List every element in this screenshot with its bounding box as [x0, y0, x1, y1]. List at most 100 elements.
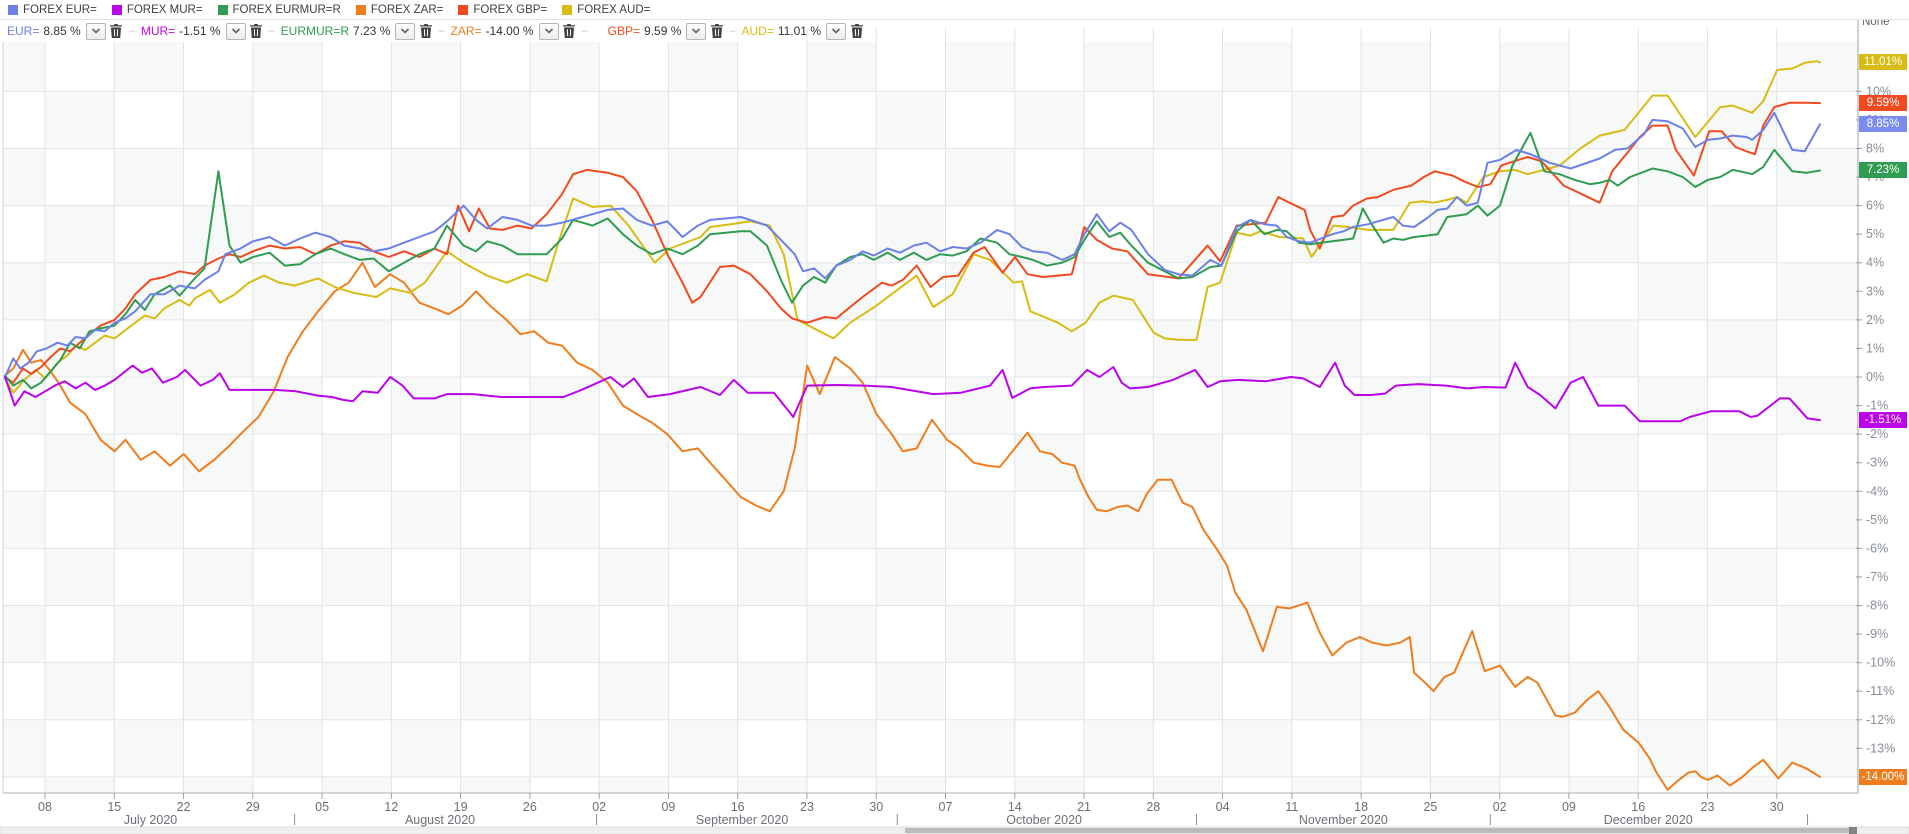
scrollbar-end-cap[interactable]	[1849, 827, 1857, 834]
plot-band	[322, 319, 392, 377]
plot-band	[1707, 548, 1777, 606]
legend-item-mur[interactable]: FOREX MUR=	[111, 3, 203, 16]
plot-band	[1361, 490, 1431, 549]
chevron-down-icon[interactable]	[395, 22, 416, 40]
value-axis: 10%9%8%7%6%5%4%3%2%1%0%-1%-2%-3%-4%-5%-6…	[1856, 84, 1895, 755]
series-change-value: -1.51 %	[179, 24, 221, 38]
plot-band	[529, 376, 600, 434]
time-axis-day-label: 16	[1631, 800, 1645, 814]
plot-band	[1776, 719, 1858, 777]
value-axis-label: 3%	[1866, 284, 1884, 298]
plot-band	[1776, 42, 1858, 92]
plot-band	[599, 548, 669, 606]
plot-band	[1291, 776, 1362, 793]
trash-icon[interactable]	[110, 24, 123, 39]
trash-icon[interactable]	[850, 24, 863, 39]
plot-band	[599, 91, 669, 149]
time-axis-day-label: 29	[246, 800, 260, 814]
legend-label: FOREX EUR=	[23, 3, 97, 16]
time-axis-day-label: 04	[1216, 800, 1230, 814]
legend-item-eurmur[interactable]: FOREX EURMUR=R	[217, 4, 341, 16]
plot-band	[1707, 776, 1777, 793]
value-axis-label: -5%	[1866, 513, 1888, 527]
legend-item-zar[interactable]: FOREX ZAR=	[355, 3, 444, 16]
plot-band	[668, 262, 738, 320]
plot-band	[3, 262, 45, 320]
time-axis-day-label: 28	[1146, 800, 1160, 814]
trash-icon[interactable]	[419, 24, 432, 39]
plot-band	[668, 148, 738, 206]
chevron-down-icon[interactable]	[686, 22, 707, 40]
horizontal-scrollbar[interactable]	[0, 826, 1909, 834]
plot-band	[1707, 205, 1777, 263]
time-axis-day-label: 21	[1077, 800, 1091, 814]
plot-band	[183, 662, 253, 720]
plot-band	[806, 42, 877, 92]
plot-band	[183, 205, 253, 263]
plot-band	[252, 490, 323, 549]
plot-band	[1153, 319, 1223, 377]
plot-band	[1084, 605, 1154, 663]
plot-band	[945, 719, 1015, 777]
value-axis-label: 10%	[1866, 84, 1891, 98]
trash-icon[interactable]	[250, 24, 263, 39]
plot-band	[45, 433, 115, 491]
plot-band	[1014, 776, 1085, 793]
plot-band	[322, 433, 392, 491]
plot-band	[737, 776, 807, 793]
legend-item-gbp[interactable]: FOREX GBP=	[458, 4, 547, 16]
scrollbar-thumb[interactable]	[905, 828, 1849, 833]
value-axis-label: 5%	[1866, 227, 1884, 241]
series-change-value: 9.59 %	[644, 24, 682, 38]
legend-item-eur[interactable]: FOREX EUR=	[8, 4, 97, 16]
plot-band	[1430, 433, 1500, 491]
plot-band	[1291, 91, 1362, 149]
trash-icon[interactable]	[710, 24, 723, 39]
trash-icon[interactable]	[563, 24, 576, 39]
plot-band	[1568, 662, 1639, 720]
legend-label: FOREX MUR=	[126, 3, 203, 16]
time-axis-day-label: 23	[800, 800, 814, 814]
chevron-down-icon[interactable]	[826, 22, 846, 40]
plot-band	[599, 776, 669, 793]
legend-label: FOREX ZAR=	[370, 3, 444, 16]
plot-band	[529, 148, 600, 206]
plot-band	[3, 605, 45, 663]
legend-swatch-zar	[355, 4, 366, 15]
series-change-value: 11.01 %	[777, 24, 821, 38]
plot-band	[45, 91, 115, 149]
legend-swatch-mur	[111, 4, 122, 15]
chevron-down-icon[interactable]	[85, 22, 106, 40]
plot-band	[876, 548, 946, 606]
series-line-eurmur	[4, 131, 1821, 390]
chevron-down-icon[interactable]	[538, 22, 559, 40]
series-control-gbp: GBP= 9.59 %	[607, 22, 724, 40]
series-ric-label: GBP=	[607, 24, 641, 38]
time-axis-day-label: 23	[1701, 800, 1715, 814]
time-axis-month-label: December 2020	[1604, 813, 1693, 827]
legend-swatch-eur	[8, 4, 18, 15]
plot-band	[252, 719, 323, 777]
plot-band	[1638, 376, 1708, 434]
chevron-down-icon[interactable]	[225, 22, 246, 40]
legend-swatch-eurmur	[217, 4, 228, 15]
plot-band	[737, 319, 807, 377]
legend-item-aud[interactable]: FOREX AUD=	[562, 4, 650, 16]
plot-band	[1499, 490, 1569, 549]
series-ric-label: EURMUR=R	[280, 24, 349, 38]
time-axis[interactable]: 08 15 22 29 05 12 19 26 02 09 16 23 30 07 14 21 28 04 11 18…	[38, 793, 1809, 827]
plot-band	[529, 719, 600, 777]
plot-band	[114, 719, 184, 777]
plot-band	[1014, 319, 1085, 377]
plot-band	[252, 148, 323, 206]
plot-band	[460, 548, 530, 606]
time-axis-day-label: 11	[1285, 800, 1298, 814]
plot-band	[945, 42, 1015, 92]
time-axis-day-label: 02	[1493, 800, 1507, 814]
value-axis-label: 2%	[1866, 313, 1884, 327]
plot-band	[599, 319, 669, 377]
time-axis-month-label: November 2020	[1299, 813, 1388, 827]
plot-band	[529, 42, 600, 92]
plot-band	[945, 605, 1015, 663]
plot-band	[460, 776, 530, 793]
